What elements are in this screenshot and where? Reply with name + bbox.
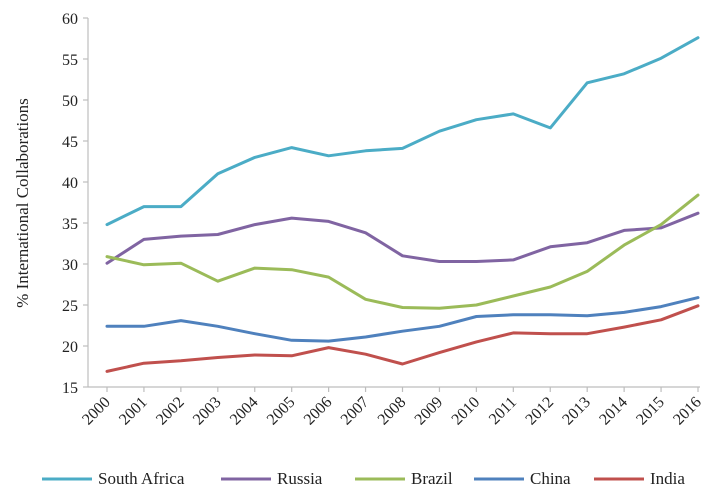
x-tick-label: 2011 — [486, 394, 520, 428]
x-tick-label: 2004 — [227, 394, 262, 429]
x-tick-label: 2014 — [596, 394, 631, 429]
series-line-brazil — [105, 193, 700, 310]
series-line-india — [105, 304, 700, 373]
x-tick-label: 2006 — [301, 394, 336, 429]
y-tick-label: 20 — [62, 339, 78, 356]
y-tick-label: 50 — [62, 93, 78, 110]
x-tick-label: 2009 — [412, 394, 447, 429]
legend-label-india: India — [650, 469, 685, 488]
x-axis-ticks: 2000 2001 2002 2003 2004 2005 2006 2007 2008 2009… — [79, 387, 705, 428]
x-tick-label: 2007 — [338, 394, 373, 429]
series-line-china — [105, 296, 700, 343]
x-tick-label: 2005 — [264, 394, 299, 429]
x-tick-label: 2002 — [153, 394, 188, 429]
y-tick-label: 15 — [62, 380, 78, 397]
legend-label-south-africa: South Africa — [98, 469, 185, 488]
x-tick-label: 2012 — [522, 394, 557, 429]
y-tick-label: 55 — [62, 52, 78, 69]
y-tick-label: 45 — [62, 134, 78, 151]
series-line-south-africa — [105, 36, 700, 227]
x-tick-label: 2016 — [670, 394, 705, 429]
y-axis-title: % International Collaborations — [13, 98, 32, 308]
y-tick-label: 40 — [62, 175, 78, 192]
x-tick-label: 2015 — [633, 394, 668, 429]
legend-label-china: China — [530, 469, 571, 488]
legend: South Africa Russia Brazil China India — [42, 469, 685, 488]
y-tick-label: 35 — [62, 216, 78, 233]
y-axis-ticks: 15 20 25 30 35 40 45 50 55 60 — [62, 11, 88, 397]
legend-label-russia: Russia — [277, 469, 323, 488]
x-tick-label: 2001 — [116, 394, 151, 429]
legend-label-brazil: Brazil — [411, 469, 453, 488]
x-tick-label: 2008 — [375, 394, 410, 429]
y-tick-label: 30 — [62, 257, 78, 274]
series-lines — [105, 36, 700, 373]
x-tick-label: 2003 — [190, 394, 225, 429]
x-tick-label: 2010 — [449, 394, 484, 429]
y-tick-label: 60 — [62, 11, 78, 28]
x-tick-label: 2000 — [79, 394, 114, 429]
y-tick-label: 25 — [62, 298, 78, 315]
x-tick-label: 2013 — [559, 394, 594, 429]
series-line-russia — [105, 211, 700, 265]
